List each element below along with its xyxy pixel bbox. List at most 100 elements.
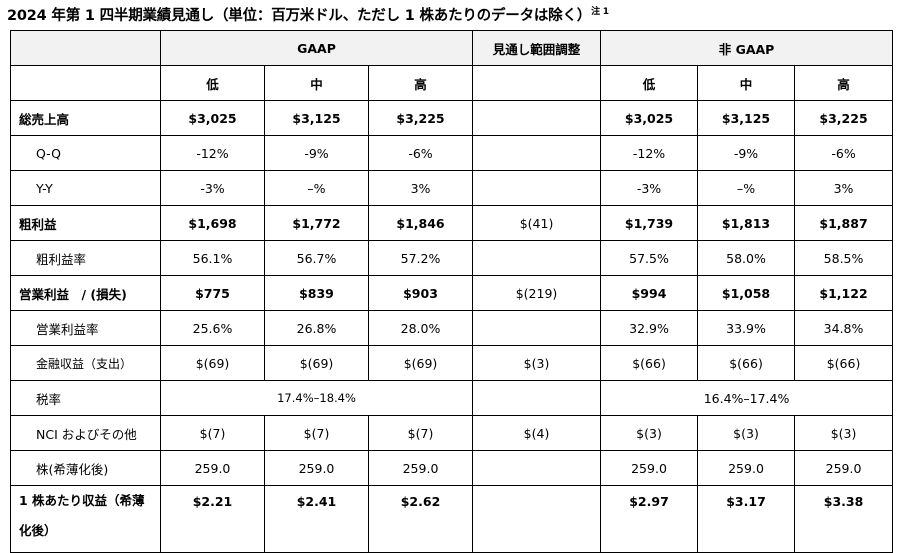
cell: $(3)	[472, 345, 602, 381]
cell: $(66)	[600, 345, 699, 381]
cell: $(69)	[264, 345, 369, 381]
cell: $(3)	[794, 415, 894, 451]
cell	[472, 170, 602, 206]
header-gaap: GAAP	[159, 30, 474, 66]
cell: -6%	[367, 135, 474, 171]
row-label: Q-Q	[10, 135, 161, 171]
cell	[472, 310, 602, 346]
cell: 56.7%	[264, 240, 369, 276]
cell: $3,225	[794, 100, 894, 136]
cell: $3,125	[264, 100, 369, 136]
cell: -6%	[794, 135, 894, 171]
cell	[472, 100, 602, 136]
cell: $1,122	[794, 275, 894, 311]
cell	[472, 135, 602, 171]
cell: $903	[367, 275, 474, 311]
cell: 25.6%	[160, 310, 265, 346]
header-adjust: 見通し範囲調整	[472, 30, 602, 66]
table-row-gross-profit: 粗利益 $1,698 $1,772 $1,846 $(41) $1,739 $1…	[10, 205, 894, 241]
cell: 34.8%	[794, 310, 894, 346]
cell: $1,058	[697, 275, 796, 311]
cell: 57.2%	[367, 240, 474, 276]
cell: $2.97	[600, 485, 699, 553]
cell	[472, 485, 602, 553]
cell: $775	[160, 275, 265, 311]
cell: 33.9%	[697, 310, 796, 346]
row-label: 粗利益	[10, 205, 161, 241]
row-label: 税率	[10, 380, 161, 416]
table-row-operating-margin: 営業利益率 25.6% 26.8% 28.0% 32.9% 33.9% 34.8…	[10, 310, 894, 346]
cell: $(66)	[697, 345, 796, 381]
title-text: 2024 年第 1 四半期業績見通し（単位：百万米ドル、ただし 1 株あたりのデ…	[7, 8, 592, 24]
cell: -12%	[160, 135, 265, 171]
cell: $3,025	[600, 100, 699, 136]
cell: $(3)	[600, 415, 699, 451]
cell: 3%	[367, 170, 474, 206]
cell	[472, 240, 602, 276]
cell: -3%	[160, 170, 265, 206]
cell: $3,025	[160, 100, 265, 136]
cell: 58.0%	[697, 240, 796, 276]
cell: –%	[697, 170, 796, 206]
header-row-groups: GAAP 見通し範囲調整 非 GAAP	[10, 30, 894, 66]
table-row-operating-income: 営業利益 / (損失) $775 $839 $903 $(219) $994 $…	[10, 275, 894, 311]
cell: $2.21	[160, 485, 265, 553]
cell: $2.41	[264, 485, 369, 553]
cell: 259.0	[794, 450, 894, 486]
cell: 57.5%	[600, 240, 699, 276]
cell: $(69)	[160, 345, 265, 381]
header-blank	[10, 30, 161, 66]
header-nongaap-high: 高	[794, 65, 894, 101]
row-label: 株(希薄化後)	[10, 450, 161, 486]
header-gaap-low: 低	[160, 65, 265, 101]
table-row-revenue: 総売上高 $3,025 $3,125 $3,225 $3,025 $3,125 …	[10, 100, 894, 136]
outlook-table: GAAP 見通し範囲調整 非 GAAP 低 中 高 低 中 高 総売上高 $3,…	[10, 30, 894, 553]
cell: $1,739	[600, 205, 699, 241]
cell	[472, 380, 602, 416]
header-nongaap: 非 GAAP	[600, 30, 894, 66]
cell: 259.0	[264, 450, 369, 486]
cell: $994	[600, 275, 699, 311]
page-title: 2024 年第 1 四半期業績見通し（単位：百万米ドル、ただし 1 株あたりのデ…	[7, 4, 609, 25]
cell: $(7)	[367, 415, 474, 451]
cell: 259.0	[160, 450, 265, 486]
cell: $3,125	[697, 100, 796, 136]
table-row-tax-rate: 税率 17.4%–18.4% 16.4%–17.4%	[10, 380, 894, 416]
cell: $1,772	[264, 205, 369, 241]
cell: $3.17	[697, 485, 796, 553]
cell: $2.62	[367, 485, 474, 553]
header-nongaap-low: 低	[600, 65, 699, 101]
cell-nongaap-span: 16.4%–17.4%	[600, 380, 894, 416]
cell: $(41)	[472, 205, 602, 241]
row-label: 総売上高	[10, 100, 161, 136]
cell: 58.5%	[794, 240, 894, 276]
cell: $1,698	[160, 205, 265, 241]
row-label: 営業利益率	[10, 310, 161, 346]
table-row-financial-income: 金融収益（支出） $(69) $(69) $(69) $(3) $(66) $(…	[10, 345, 894, 381]
cell: $1,846	[367, 205, 474, 241]
cell: $(4)	[472, 415, 602, 451]
cell: $(7)	[160, 415, 265, 451]
cell: $3,225	[367, 100, 474, 136]
header-blank	[10, 65, 161, 101]
cell: 3%	[794, 170, 894, 206]
cell: 26.8%	[264, 310, 369, 346]
row-label: 1 株あたり収益（希薄化後）	[10, 485, 161, 553]
header-nongaap-mid: 中	[697, 65, 796, 101]
cell: 259.0	[367, 450, 474, 486]
cell: $1,887	[794, 205, 894, 241]
cell: 259.0	[697, 450, 796, 486]
cell-gaap-span: 17.4%–18.4%	[159, 380, 474, 416]
table-row-shares: 株(希薄化後) 259.0 259.0 259.0 259.0 259.0 25…	[10, 450, 894, 486]
table-row-gross-margin: 粗利益率 56.1% 56.7% 57.2% 57.5% 58.0% 58.5%	[10, 240, 894, 276]
cell: $(219)	[472, 275, 602, 311]
header-row-levels: 低 中 高 低 中 高	[10, 65, 894, 101]
cell: 32.9%	[600, 310, 699, 346]
cell: $(66)	[794, 345, 894, 381]
row-label: NCI およびその他	[10, 415, 161, 451]
header-gaap-mid: 中	[264, 65, 369, 101]
cell: 259.0	[600, 450, 699, 486]
cell: -12%	[600, 135, 699, 171]
cell: $1,813	[697, 205, 796, 241]
row-label: 粗利益率	[10, 240, 161, 276]
